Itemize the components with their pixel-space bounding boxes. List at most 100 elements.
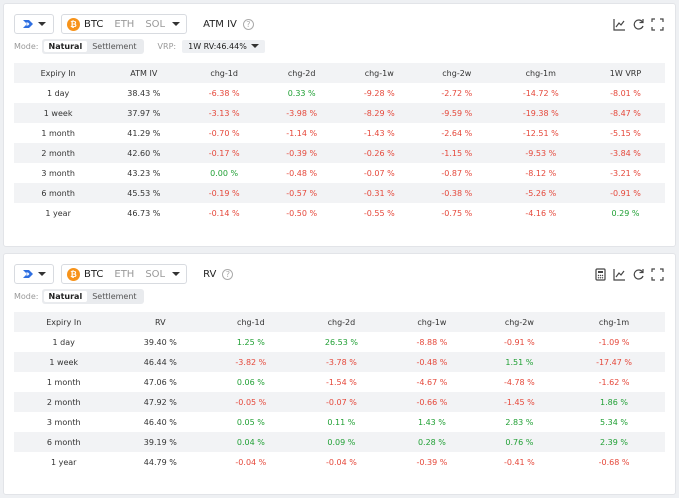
table-cell: -1.45 % [503, 397, 535, 407]
table-cell: -0.48 % [416, 357, 448, 367]
table-cell: 2.83 % [505, 417, 534, 427]
table-cell: -0.70 % [208, 128, 240, 138]
panel-title: ATM IV [203, 18, 237, 30]
table-cell: -0.91 % [610, 188, 641, 198]
calculator-icon[interactable] [594, 267, 607, 281]
table-row: 1 week 46.44 % -3.82 % -3.78 % -0.48 % 1.51 %… [14, 352, 665, 372]
vrp-label: VRP: [157, 41, 177, 51]
column-header: Expiry In [40, 68, 76, 78]
table-cell: -19.38 % [522, 108, 559, 118]
asset-selector[interactable]: ₿ BTC ETH SOL [61, 14, 188, 34]
column-header: chg-2w [442, 68, 472, 78]
table-cell: 0.09 % [327, 437, 356, 447]
asset-tab-btc[interactable]: BTC [84, 268, 104, 280]
table-cell: -0.31 % [363, 188, 395, 198]
refresh-icon[interactable] [632, 18, 645, 31]
btc-coin-icon: ₿ [67, 267, 80, 281]
table-cell: -4.78 % [503, 377, 535, 387]
mode-settlement-button[interactable]: Settlement [92, 291, 137, 301]
exchange-selector[interactable] [14, 14, 54, 34]
table-cell: 46.40 % [143, 417, 177, 427]
help-icon[interactable]: ? [242, 18, 254, 30]
table-cell: 26.53 % [324, 337, 358, 347]
rv-toolbar: ₿ BTC ETH SOL RV ? [14, 263, 664, 285]
chevron-down-icon [38, 272, 46, 276]
table-cell: 1.86 % [600, 397, 629, 407]
column-header: chg-1d [237, 317, 265, 327]
line-chart-icon[interactable] [613, 18, 626, 31]
table-cell: -0.66 % [416, 397, 448, 407]
refresh-icon[interactable] [632, 268, 645, 281]
table-row: 3 month 43.23 % 0.00 % -0.48 % -0.07 % -0.87 … [14, 163, 665, 183]
table-cell: -0.50 % [286, 208, 318, 218]
table-cell: 37.97 % [127, 108, 161, 118]
table-row: 1 month 47.06 % 0.06 % -1.54 % -4.67 % -4.78 … [14, 372, 665, 392]
table-cell: -0.57 % [286, 188, 318, 198]
table-cell: -0.39 % [286, 148, 318, 158]
mode-natural-button[interactable]: Natural [43, 290, 88, 302]
table-cell: 43.23 % [127, 168, 161, 178]
table-cell: -0.26 % [363, 148, 395, 158]
vrp-select[interactable]: 1W RV:46.44% [182, 39, 265, 53]
table-row: 3 month 46.40 % 0.05 % 0.11 % 1.43 % 2.83 % 5.… [14, 412, 665, 432]
panel-title: RV [203, 268, 217, 280]
table-cell: -3.82 % [235, 357, 267, 367]
atm-iv-table: Expiry In ATM IV chg-1d chg-2d chg-1w chg-2w c… [14, 63, 665, 223]
help-icon[interactable]: ? [222, 268, 234, 280]
table-row: 1 year 44.79 % -0.04 % -0.04 % -0.39 % -0.41 … [14, 452, 665, 472]
table-cell: -0.14 % [208, 208, 240, 218]
table-cell: -8.29 % [363, 108, 395, 118]
table-cell: -2.72 % [441, 88, 473, 98]
table-row: 1 day 39.40 % 1.25 % 26.53 % -8.88 % -0.91 % -… [14, 332, 665, 352]
table-row: 6 month 45.53 % -0.19 % -0.57 % -0.31 % -0.38… [14, 183, 665, 203]
table-cell: -8.01 % [610, 88, 641, 98]
chevron-down-icon[interactable] [172, 272, 181, 276]
table-cell: -1.09 % [598, 337, 630, 347]
table-row: 1 month 41.29 % -0.70 % -1.14 % -1.43 % -2.64… [14, 123, 665, 143]
table-cell: 0.33 % [287, 88, 316, 98]
table-cell: -3.78 % [325, 357, 357, 367]
column-header: 1W VRP [609, 68, 642, 78]
table-cell: 1.43 % [417, 417, 446, 427]
table-cell: -0.68 % [598, 457, 630, 467]
line-chart-icon[interactable] [613, 268, 626, 281]
table-cell: -0.17 % [208, 148, 240, 158]
exchange-selector[interactable] [14, 264, 54, 284]
table-cell: -3.21 % [610, 168, 641, 178]
table-cell: 0.29 % [611, 208, 640, 218]
asset-selector[interactable]: ₿ BTC ETH SOL [61, 264, 188, 284]
table-cell: 0.04 % [236, 437, 265, 447]
column-header: chg-1w [364, 68, 394, 78]
table-header-row: Expiry In RV chg-1d chg-2d chg-1w chg-2w chg-1… [14, 312, 665, 332]
mode-settlement-button[interactable]: Settlement [92, 41, 137, 51]
vrp-select-value: 1W RV:46.44% [188, 41, 247, 51]
table-cell: 0.28 % [417, 437, 446, 447]
table-cell: 6 month [46, 437, 81, 447]
chevron-down-icon [250, 44, 259, 48]
asset-tab-btc[interactable]: BTC [84, 18, 104, 30]
table-cell: 2 month [41, 148, 75, 158]
column-header: Expiry In [46, 317, 82, 327]
table-cell: -5.26 % [525, 188, 557, 198]
asset-tab-sol[interactable]: SOL [145, 268, 166, 280]
table-cell: -4.67 % [416, 377, 448, 387]
atm-iv-panel: ₿ BTC ETH SOL ATM IV ? Mode: Natural Set… [3, 3, 676, 247]
chevron-down-icon[interactable] [172, 22, 181, 26]
asset-tab-sol[interactable]: SOL [145, 18, 166, 30]
asset-tab-eth[interactable]: ETH [114, 268, 135, 280]
table-cell: 5.34 % [600, 417, 629, 427]
table-cell: 38.43 % [127, 88, 161, 98]
table-cell: -1.43 % [363, 128, 395, 138]
exchange-logo-icon [23, 20, 33, 28]
table-cell: 45.53 % [127, 188, 161, 198]
table-cell: -0.41 % [503, 457, 535, 467]
column-header: chg-1d [210, 68, 238, 78]
table-cell: 1 week [49, 357, 79, 367]
table-cell: -9.28 % [363, 88, 395, 98]
asset-tab-eth[interactable]: ETH [114, 18, 135, 30]
fullscreen-icon[interactable] [651, 267, 664, 281]
mode-natural-button[interactable]: Natural [43, 40, 88, 52]
mode-label: Mode: [14, 41, 39, 51]
fullscreen-icon[interactable] [651, 17, 664, 31]
panel-actions [613, 17, 664, 31]
